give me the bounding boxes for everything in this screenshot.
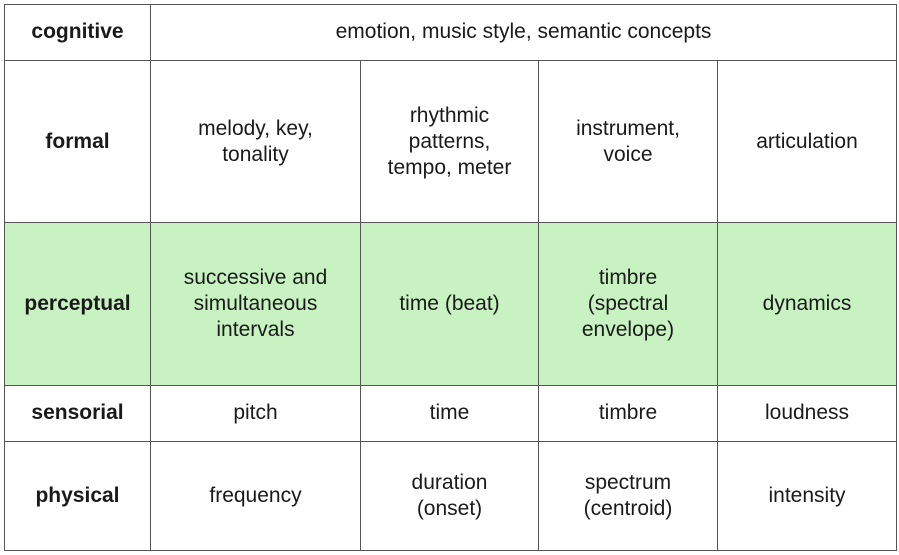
- cell-sensorial-time: time: [360, 385, 539, 442]
- cell-sensorial-timbre: timbre: [538, 385, 718, 442]
- cell-formal-timbre: instrument, voice: [538, 59, 718, 224]
- row-perceptual: perceptual successive and simultaneous i…: [4, 222, 898, 387]
- music-description-levels-table: cognitive emotion, music style, semantic…: [4, 4, 898, 552]
- cell-perceptual-pitch: successive and simultaneous intervals: [150, 222, 361, 387]
- level-label-cognitive: cognitive: [4, 4, 151, 61]
- cell-formal-time: rhythmic patterns, tempo, meter: [360, 59, 539, 224]
- cell-perceptual-loudness: dynamics: [716, 222, 898, 387]
- cell-physical-time: duration (onset): [360, 440, 539, 552]
- level-label-perceptual: perceptual: [4, 222, 151, 387]
- cell-perceptual-timbre: timbre (spectral envelope): [538, 222, 718, 387]
- level-label-sensorial: sensorial: [4, 385, 151, 442]
- cell-physical-loudness: intensity: [716, 440, 898, 552]
- level-label-physical: physical: [4, 440, 151, 552]
- row-physical: physical frequency duration (onset) spec…: [4, 440, 898, 552]
- cell-sensorial-loudness: loudness: [716, 385, 898, 442]
- level-label-formal: formal: [4, 59, 151, 224]
- cell-physical-pitch: frequency: [150, 440, 361, 552]
- cell-physical-timbre: spectrum (centroid): [538, 440, 718, 552]
- cell-cognitive-all: emotion, music style, semantic concepts: [149, 4, 898, 61]
- cell-formal-pitch: melody, key, tonality: [150, 59, 361, 224]
- row-formal: formal melody, key, tonality rhythmic pa…: [4, 59, 898, 224]
- cell-formal-loudness: articulation: [716, 59, 898, 224]
- row-cognitive: cognitive emotion, music style, semantic…: [4, 4, 898, 61]
- row-sensorial: sensorial pitch time timbre loudness: [4, 385, 898, 442]
- cell-perceptual-time: time (beat): [360, 222, 539, 387]
- cell-sensorial-pitch: pitch: [150, 385, 361, 442]
